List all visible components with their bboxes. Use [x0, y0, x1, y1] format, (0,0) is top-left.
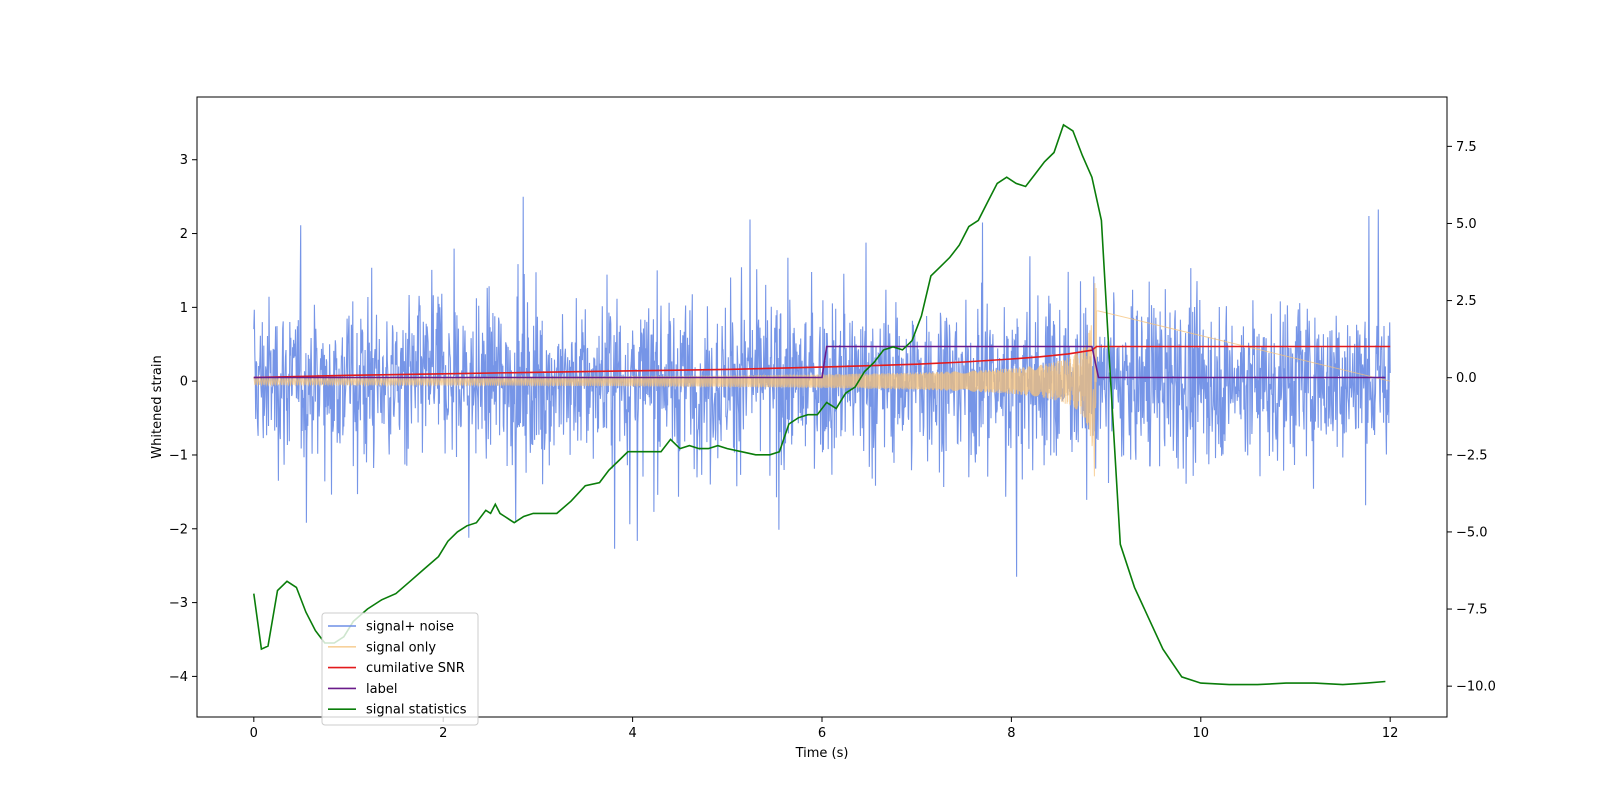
y-axis-right: 7.5 5.0 2.5 0.0 −2.5 −5.0 −7.5 −10.0: [1447, 140, 1496, 695]
y2-tick-label: −10.0: [1456, 680, 1496, 695]
legend-entry: cumilative SNR: [366, 661, 465, 676]
x-tick-label: 10: [1193, 726, 1210, 741]
legend-entry: signal only: [366, 640, 436, 655]
y-tick-label: 0: [180, 375, 188, 390]
x-tick-label: 12: [1382, 726, 1399, 741]
x-axis-label: Time (s): [795, 746, 849, 761]
y2-tick-label: −5.0: [1456, 525, 1488, 540]
x-tick-label: 2: [439, 726, 447, 741]
x-tick-label: 8: [1007, 726, 1015, 741]
y2-tick-label: 0.0: [1456, 371, 1477, 386]
y-tick-label: −3: [169, 596, 188, 611]
y2-tick-label: −7.5: [1456, 603, 1488, 618]
series-cumulative-snr: [253, 345, 1391, 379]
x-tick-label: 6: [818, 726, 826, 741]
legend-entry: signal+ noise: [366, 620, 454, 635]
y2-tick-label: 7.5: [1456, 140, 1477, 155]
legend: signal+ noise signal only cumilative SNR la…: [321, 612, 479, 726]
y-tick-label: −2: [169, 522, 188, 537]
legend-entry: label: [366, 682, 397, 697]
y-tick-label: −4: [169, 670, 188, 685]
plot-area: [253, 123, 1391, 686]
series-label: [253, 345, 1386, 379]
legend-entry: signal statistics: [366, 703, 467, 718]
x-tick-label: 4: [628, 726, 636, 741]
legend-box: [321, 612, 479, 726]
y-tick-label: 2: [180, 227, 188, 242]
y2-tick-label: −2.5: [1456, 448, 1488, 463]
x-tick-label: 0: [250, 726, 258, 741]
series-signal-statistics: [253, 123, 1386, 686]
y-tick-label: 1: [180, 301, 188, 316]
y-axis-label: Whitened strain: [150, 355, 165, 458]
y-tick-label: −1: [169, 448, 188, 463]
y-axis-left: 3 2 1 0 −1 −2 −3 −4: [169, 153, 197, 685]
y2-tick-label: 5.0: [1456, 217, 1477, 232]
y-tick-label: 3: [180, 153, 188, 168]
y2-tick-label: 2.5: [1456, 294, 1477, 309]
series-signal-only: [253, 283, 1391, 477]
